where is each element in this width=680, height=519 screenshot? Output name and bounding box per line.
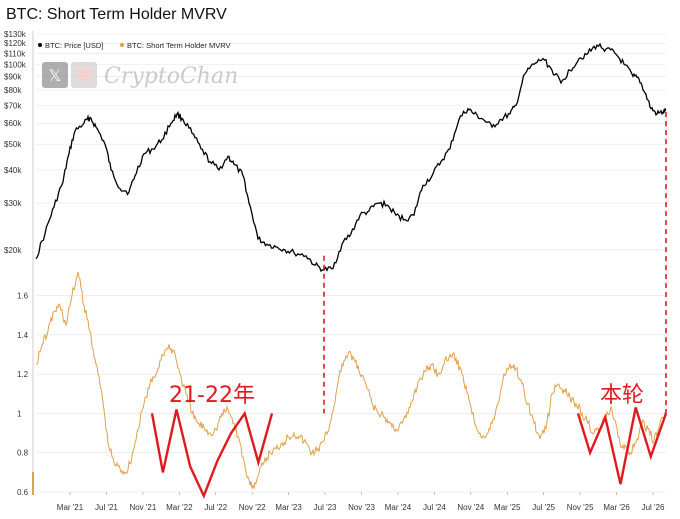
zigzag-current bbox=[576, 407, 668, 485]
x-tick-label: Mar '26 bbox=[603, 503, 630, 512]
x-tick-label: Nov '23 bbox=[348, 503, 375, 512]
top-y-axis: $20k $30k $40k $50k $60k $70k $80k $90k $100k $11… bbox=[4, 30, 27, 255]
top-y-tick-label: $110k bbox=[4, 49, 26, 58]
x-tick-label: Nov '21 bbox=[129, 503, 156, 512]
mvrv-series-line bbox=[35, 271, 667, 491]
x-tick-label: Nov '24 bbox=[457, 503, 484, 512]
top-grid bbox=[36, 33, 666, 251]
top-y-tick-label: $20k bbox=[4, 246, 22, 255]
legend-mvrv-label: BTC: Short Term Holder MVRV bbox=[127, 41, 231, 50]
bottom-y-tick-label: 1.4 bbox=[17, 331, 29, 340]
x-tick-label: Mar '25 bbox=[494, 503, 521, 512]
zigzag-21-22 bbox=[150, 409, 274, 499]
legend-price-label: BTC: Price [USD] bbox=[45, 41, 103, 50]
x-tick-label: Jul '24 bbox=[423, 503, 446, 512]
x-tick-label: Jul '23 bbox=[314, 503, 337, 512]
x-axis: Mar '21 Jul '21 Nov '21 Mar '22 Jul '22 Nov '… bbox=[57, 492, 665, 512]
legend: BTC: Price [USD] BTC: Short Term Holder … bbox=[38, 41, 231, 50]
bottom-y-tick-label: 0.6 bbox=[17, 488, 29, 497]
watermark: 𝕏 CryptoChan bbox=[42, 62, 238, 89]
bottom-y-tick-label: 1.6 bbox=[17, 292, 29, 301]
watermark-text: CryptoChan bbox=[104, 64, 238, 89]
x-logo-glyph-icon: 𝕏 bbox=[49, 66, 62, 85]
top-y-tick-label: $90k bbox=[4, 72, 22, 81]
top-y-tick-label: $80k bbox=[4, 86, 22, 95]
annotation-current-cycle: 本轮 bbox=[600, 383, 644, 408]
legend-mvrv-marker bbox=[120, 43, 124, 47]
top-y-tick-label: $40k bbox=[4, 166, 22, 175]
annotation-21-22: 21-22年 bbox=[169, 383, 255, 408]
x-tick-label: Jul '21 bbox=[95, 503, 118, 512]
x-tick-label: Mar '24 bbox=[385, 503, 412, 512]
bottom-y-tick-label: 0.8 bbox=[17, 449, 29, 458]
x-tick-label: Jul '22 bbox=[204, 503, 227, 512]
x-tick-label: Mar '23 bbox=[275, 503, 302, 512]
x-tick-label: Jul '26 bbox=[642, 503, 665, 512]
chart-title: BTC: Short Term Holder MVRV bbox=[6, 6, 227, 23]
bottom-y-tick-label: 1.2 bbox=[17, 370, 29, 379]
bottom-y-axis: 0.6 0.8 1 1.2 1.4 1.6 bbox=[17, 292, 29, 497]
bottom-y-tick-label: 1 bbox=[17, 409, 22, 418]
avatar-face-icon bbox=[77, 67, 91, 81]
top-y-tick-label: $50k bbox=[4, 140, 22, 149]
bottom-grid bbox=[36, 295, 666, 493]
top-y-tick-label: $70k bbox=[4, 101, 22, 110]
x-tick-label: Mar '21 bbox=[57, 503, 84, 512]
top-y-tick-label: $30k bbox=[4, 199, 22, 208]
top-y-tick-label: $120k bbox=[4, 39, 27, 48]
x-logo-icon bbox=[42, 62, 68, 88]
x-tick-label: Mar '22 bbox=[166, 503, 193, 512]
x-tick-label: Nov '22 bbox=[239, 503, 266, 512]
top-y-tick-label: $60k bbox=[4, 119, 22, 128]
top-y-tick-label: $130k bbox=[4, 30, 27, 39]
price-series-line bbox=[35, 42, 667, 273]
x-tick-label: Jul '25 bbox=[532, 503, 555, 512]
legend-price-marker bbox=[38, 43, 42, 47]
top-y-tick-label: $100k bbox=[4, 60, 27, 69]
x-tick-label: Nov '25 bbox=[567, 503, 594, 512]
